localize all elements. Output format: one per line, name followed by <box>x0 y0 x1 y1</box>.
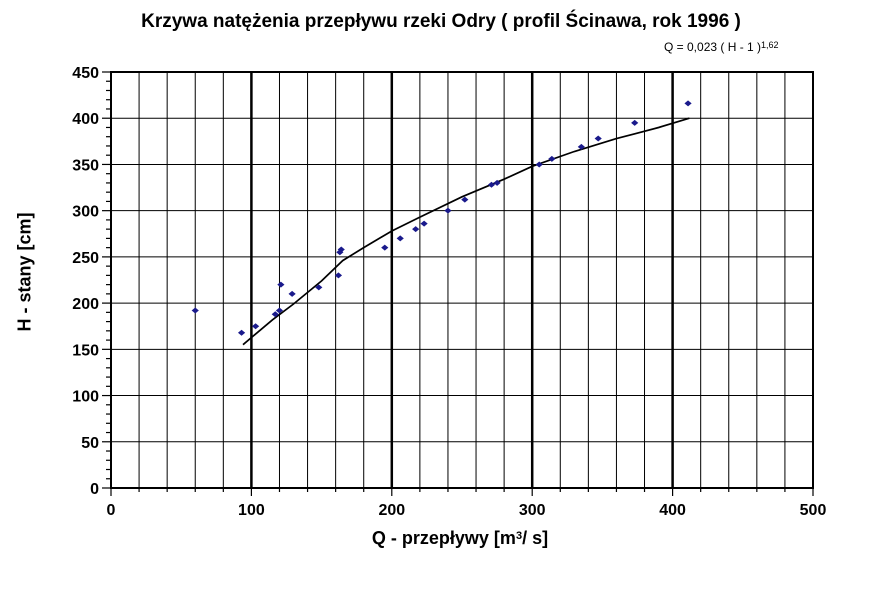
formula-text: Q = 0,023 ( H - 1 ) <box>664 40 762 54</box>
major-grid <box>111 72 813 488</box>
y-tick-label: 250 <box>72 250 99 267</box>
plot-frame <box>110 71 814 489</box>
data-point <box>191 307 199 314</box>
y-tick-label: 400 <box>72 111 99 128</box>
y-tick-label: 50 <box>81 435 99 452</box>
y-tick-label: 200 <box>72 296 99 313</box>
data-point <box>275 307 284 314</box>
data-point <box>594 135 602 142</box>
rating-curve <box>242 117 690 346</box>
y-tick-label: 450 <box>72 65 99 82</box>
chart-title: Krzywa natężenia przepływu rzeki Odry ( … <box>141 11 741 32</box>
x-axis-label-unit: / s] <box>522 528 549 548</box>
data-point <box>271 311 279 318</box>
data-point <box>493 179 501 186</box>
data-point <box>277 281 285 288</box>
data-point <box>535 161 543 168</box>
y-tick-label: 350 <box>72 157 99 174</box>
data-point <box>412 226 420 233</box>
data-point <box>487 181 496 188</box>
x-tick-labels: 0 100 200 300 400 500 <box>107 502 827 519</box>
y-tick-label: 300 <box>72 204 99 221</box>
data-point <box>337 246 345 253</box>
data-point <box>396 235 404 242</box>
data-point <box>315 284 323 291</box>
x-axis-label-exponent: 3 <box>515 530 523 542</box>
x-tick-label: 500 <box>800 502 827 519</box>
x-axis-label-main: Q - przepływy [m <box>371 528 516 548</box>
x-tick-label: 300 <box>519 502 546 519</box>
y-axis-label-text: H - stany [cm] <box>14 212 35 332</box>
formula-annotation: Q = 0,023 ( H - 1 )1,62 <box>664 40 779 54</box>
data-point <box>420 220 428 227</box>
data-point <box>252 323 260 330</box>
x-tick-label: 200 <box>378 502 405 519</box>
formula-exponent: 1,62 <box>761 40 779 50</box>
data-point <box>334 272 343 279</box>
data-point <box>684 100 692 107</box>
axes <box>102 71 814 496</box>
y-tick-label: 150 <box>72 342 99 359</box>
data-point <box>288 290 296 297</box>
x-axis-label: Q - przepływy [m3/ s] <box>310 528 610 549</box>
data-point <box>336 249 344 256</box>
y-tick-labels: 0 50 100 150 200 250 300 350 400 450 <box>72 65 99 498</box>
x-tick-label: 400 <box>659 502 686 519</box>
data-point <box>548 155 556 162</box>
data-point <box>631 119 639 126</box>
data-point <box>444 207 452 214</box>
data-points <box>191 100 692 336</box>
x-tick-label: 100 <box>238 502 265 519</box>
y-tick-label: 100 <box>72 389 99 406</box>
x-tick-label: 0 <box>107 502 116 519</box>
minor-grid <box>138 72 786 488</box>
data-point <box>237 329 246 336</box>
y-tick-label: 0 <box>90 481 99 498</box>
data-point <box>577 143 585 150</box>
data-point <box>461 196 469 203</box>
data-point <box>381 244 389 251</box>
